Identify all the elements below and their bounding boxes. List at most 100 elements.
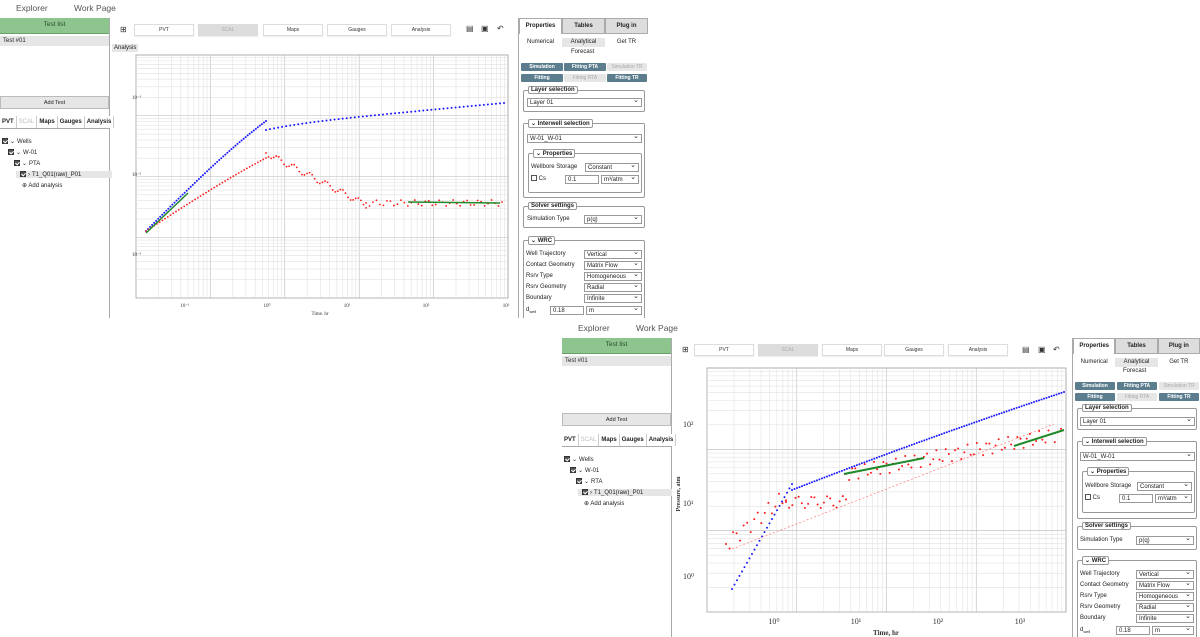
document-icon[interactable]: ▤ (466, 24, 474, 33)
chevron-right-icon[interactable]: › (28, 172, 30, 178)
cs-input[interactable]: 0.1 (565, 175, 599, 184)
add-analysis-button[interactable]: ⊕ Add analysis (22, 183, 63, 189)
dwell-unit-select[interactable]: m (1152, 626, 1194, 635)
chip-simulation[interactable]: Simulation (521, 63, 563, 71)
tree-analysis-child[interactable]: › T1_Q01(raw)_P01 (578, 489, 672, 496)
tab-plug-in[interactable]: Plug in (605, 18, 648, 34)
chip-fitting[interactable]: Fitting (1075, 393, 1115, 401)
tab-numerical[interactable]: Numerical (526, 39, 554, 45)
checkbox-icon[interactable] (570, 467, 576, 473)
chevron-right-icon[interactable]: › (590, 490, 592, 496)
chip-simulation-tr[interactable]: Simulation TR (1159, 382, 1199, 390)
checkbox-icon[interactable] (14, 160, 20, 166)
undo-icon[interactable]: ↶ (497, 24, 504, 33)
properties-title[interactable]: ⌄ Properties (1087, 467, 1130, 476)
test-item[interactable]: Test #01 (0, 36, 109, 46)
dwell-input[interactable]: 0.18 (1116, 626, 1150, 635)
tab-analytical[interactable]: Analytical (562, 38, 605, 47)
tree-analysis[interactable]: ⌄ PTA (14, 160, 40, 167)
simulation-type-select[interactable]: p(q) (1136, 536, 1194, 545)
tab-get-tr[interactable]: Get TR (616, 39, 637, 45)
boundary-select[interactable]: Infinite (584, 294, 642, 303)
properties-title[interactable]: ⌄ Properties (533, 149, 576, 158)
checkbox-icon[interactable] (582, 489, 588, 495)
add-test-button[interactable]: Add Test (562, 413, 671, 426)
cs-input[interactable]: 0.1 (1119, 494, 1153, 503)
nav-explorer[interactable]: Explorer (578, 323, 610, 333)
tab-get-tr[interactable]: Get TR (1169, 359, 1189, 365)
tab-analytical[interactable]: Analytical (1115, 358, 1158, 367)
rsrv-geometry-select[interactable]: Radial (584, 283, 642, 292)
tree-well[interactable]: ⌄ W-01 (8, 149, 37, 156)
tree-analysis[interactable]: ⌄ RTA (576, 478, 602, 485)
tab-properties[interactable]: Properties (519, 18, 562, 34)
wellbore-storage-select[interactable]: Constant (1137, 482, 1192, 491)
contact-geometry-select[interactable]: Matrix Flow (1136, 581, 1194, 590)
toolbar-maps[interactable]: Maps (263, 24, 323, 36)
chevron-down-icon[interactable]: ⌄ (572, 457, 578, 463)
tree-well[interactable]: ⌄ W-01 (570, 467, 599, 474)
cs-checkbox[interactable]: Cs (1085, 494, 1100, 501)
rsrv-geometry-select[interactable]: Radial (1136, 603, 1194, 612)
checkbox-icon[interactable] (576, 478, 582, 484)
cs-unit-select[interactable]: m³/atm (601, 175, 639, 184)
tab-tables[interactable]: Tables (1115, 338, 1158, 354)
grid-icon[interactable]: ⊞ (682, 345, 689, 354)
contact-geometry-select[interactable]: Matrix Flow (584, 261, 642, 270)
simulation-type-select[interactable]: p(q) (584, 215, 642, 224)
nav-work-page[interactable]: Work Page (74, 3, 116, 13)
layer-select[interactable]: Layer 01 (1080, 417, 1195, 426)
add-test-button[interactable]: Add Test (0, 96, 109, 109)
well-trajectory-select[interactable]: Vertical (584, 250, 642, 259)
well-trajectory-select[interactable]: Vertical (1136, 570, 1194, 579)
wellbore-storage-select[interactable]: Constant (585, 163, 639, 172)
tab-properties[interactable]: Properties (1073, 338, 1116, 354)
chip-fitting-pta[interactable]: Fitting PTA (564, 63, 606, 71)
layer-select[interactable]: Layer 01 (527, 98, 642, 107)
tab-analysis[interactable]: Analysis (84, 116, 115, 128)
chip-fitting-tr[interactable]: Fitting TR (1159, 393, 1199, 401)
forecast-label[interactable]: Forecast (571, 49, 595, 55)
chevron-down-icon[interactable]: ⌄ (584, 479, 590, 485)
document-icon[interactable]: ▤ (1022, 345, 1030, 354)
boundary-select[interactable]: Infinite (1136, 614, 1194, 623)
checkbox-icon[interactable] (20, 171, 26, 177)
checkbox-icon[interactable] (564, 456, 570, 462)
toolbar-scal[interactable]: SCAL (758, 344, 818, 356)
toolbar-scal[interactable]: SCAL (198, 24, 258, 36)
checkbox-icon[interactable] (8, 149, 14, 155)
checkbox-icon[interactable] (2, 138, 8, 144)
tree-wells[interactable]: ⌄ Wells (2, 138, 32, 145)
chevron-down-icon[interactable]: ⌄ (10, 139, 16, 145)
interwell-selection-title[interactable]: ⌄ Interwell selection (1082, 437, 1147, 446)
tab-pvt[interactable]: PVT (0, 116, 17, 128)
chevron-down-icon[interactable]: ⌄ (578, 468, 584, 474)
toolbar-pvt[interactable]: PVT (134, 24, 194, 36)
nav-work-page[interactable]: Work Page (636, 323, 678, 333)
chip-fitting-rta[interactable]: Fitting RTA (564, 74, 606, 82)
chip-fitting-tr[interactable]: Fitting TR (607, 74, 647, 82)
tab-maps[interactable]: Maps (37, 116, 58, 128)
chip-fitting[interactable]: Fitting (521, 74, 563, 82)
toolbar-analysis[interactable]: Analysis (948, 344, 1008, 356)
wrc-title[interactable]: ⌄ WRC (528, 236, 556, 245)
checkbox-icon[interactable] (531, 175, 537, 181)
checkbox-icon[interactable] (1085, 494, 1091, 500)
interwell-select[interactable]: W-01_W-01 (527, 134, 642, 143)
comment-icon[interactable]: ▣ (481, 24, 489, 33)
toolbar-gauges[interactable]: Gauges (884, 344, 944, 356)
chip-simulation-tr[interactable]: Simulation TR (607, 63, 647, 71)
dwell-unit-select[interactable]: m (586, 306, 642, 315)
tab-maps[interactable]: Maps (599, 434, 620, 446)
cs-unit-select[interactable]: m³/atm (1155, 494, 1192, 503)
tab-tables[interactable]: Tables (562, 18, 605, 34)
tab-numerical[interactable]: Numerical (1080, 359, 1108, 365)
grid-icon[interactable]: ⊞ (120, 25, 127, 34)
tree-analysis-child[interactable]: › T1_Q01(raw)_P01 (16, 171, 112, 178)
tree-wells[interactable]: ⌄ Wells (564, 456, 594, 463)
tab-gauges[interactable]: Gauges (58, 116, 85, 128)
rsrv-type-select[interactable]: Homogeneous (1136, 592, 1194, 601)
forecast-label[interactable]: Forecast (1123, 368, 1147, 374)
tab-plug-in[interactable]: Plug in (1157, 338, 1200, 354)
toolbar-analysis[interactable]: Analysis (391, 24, 451, 36)
